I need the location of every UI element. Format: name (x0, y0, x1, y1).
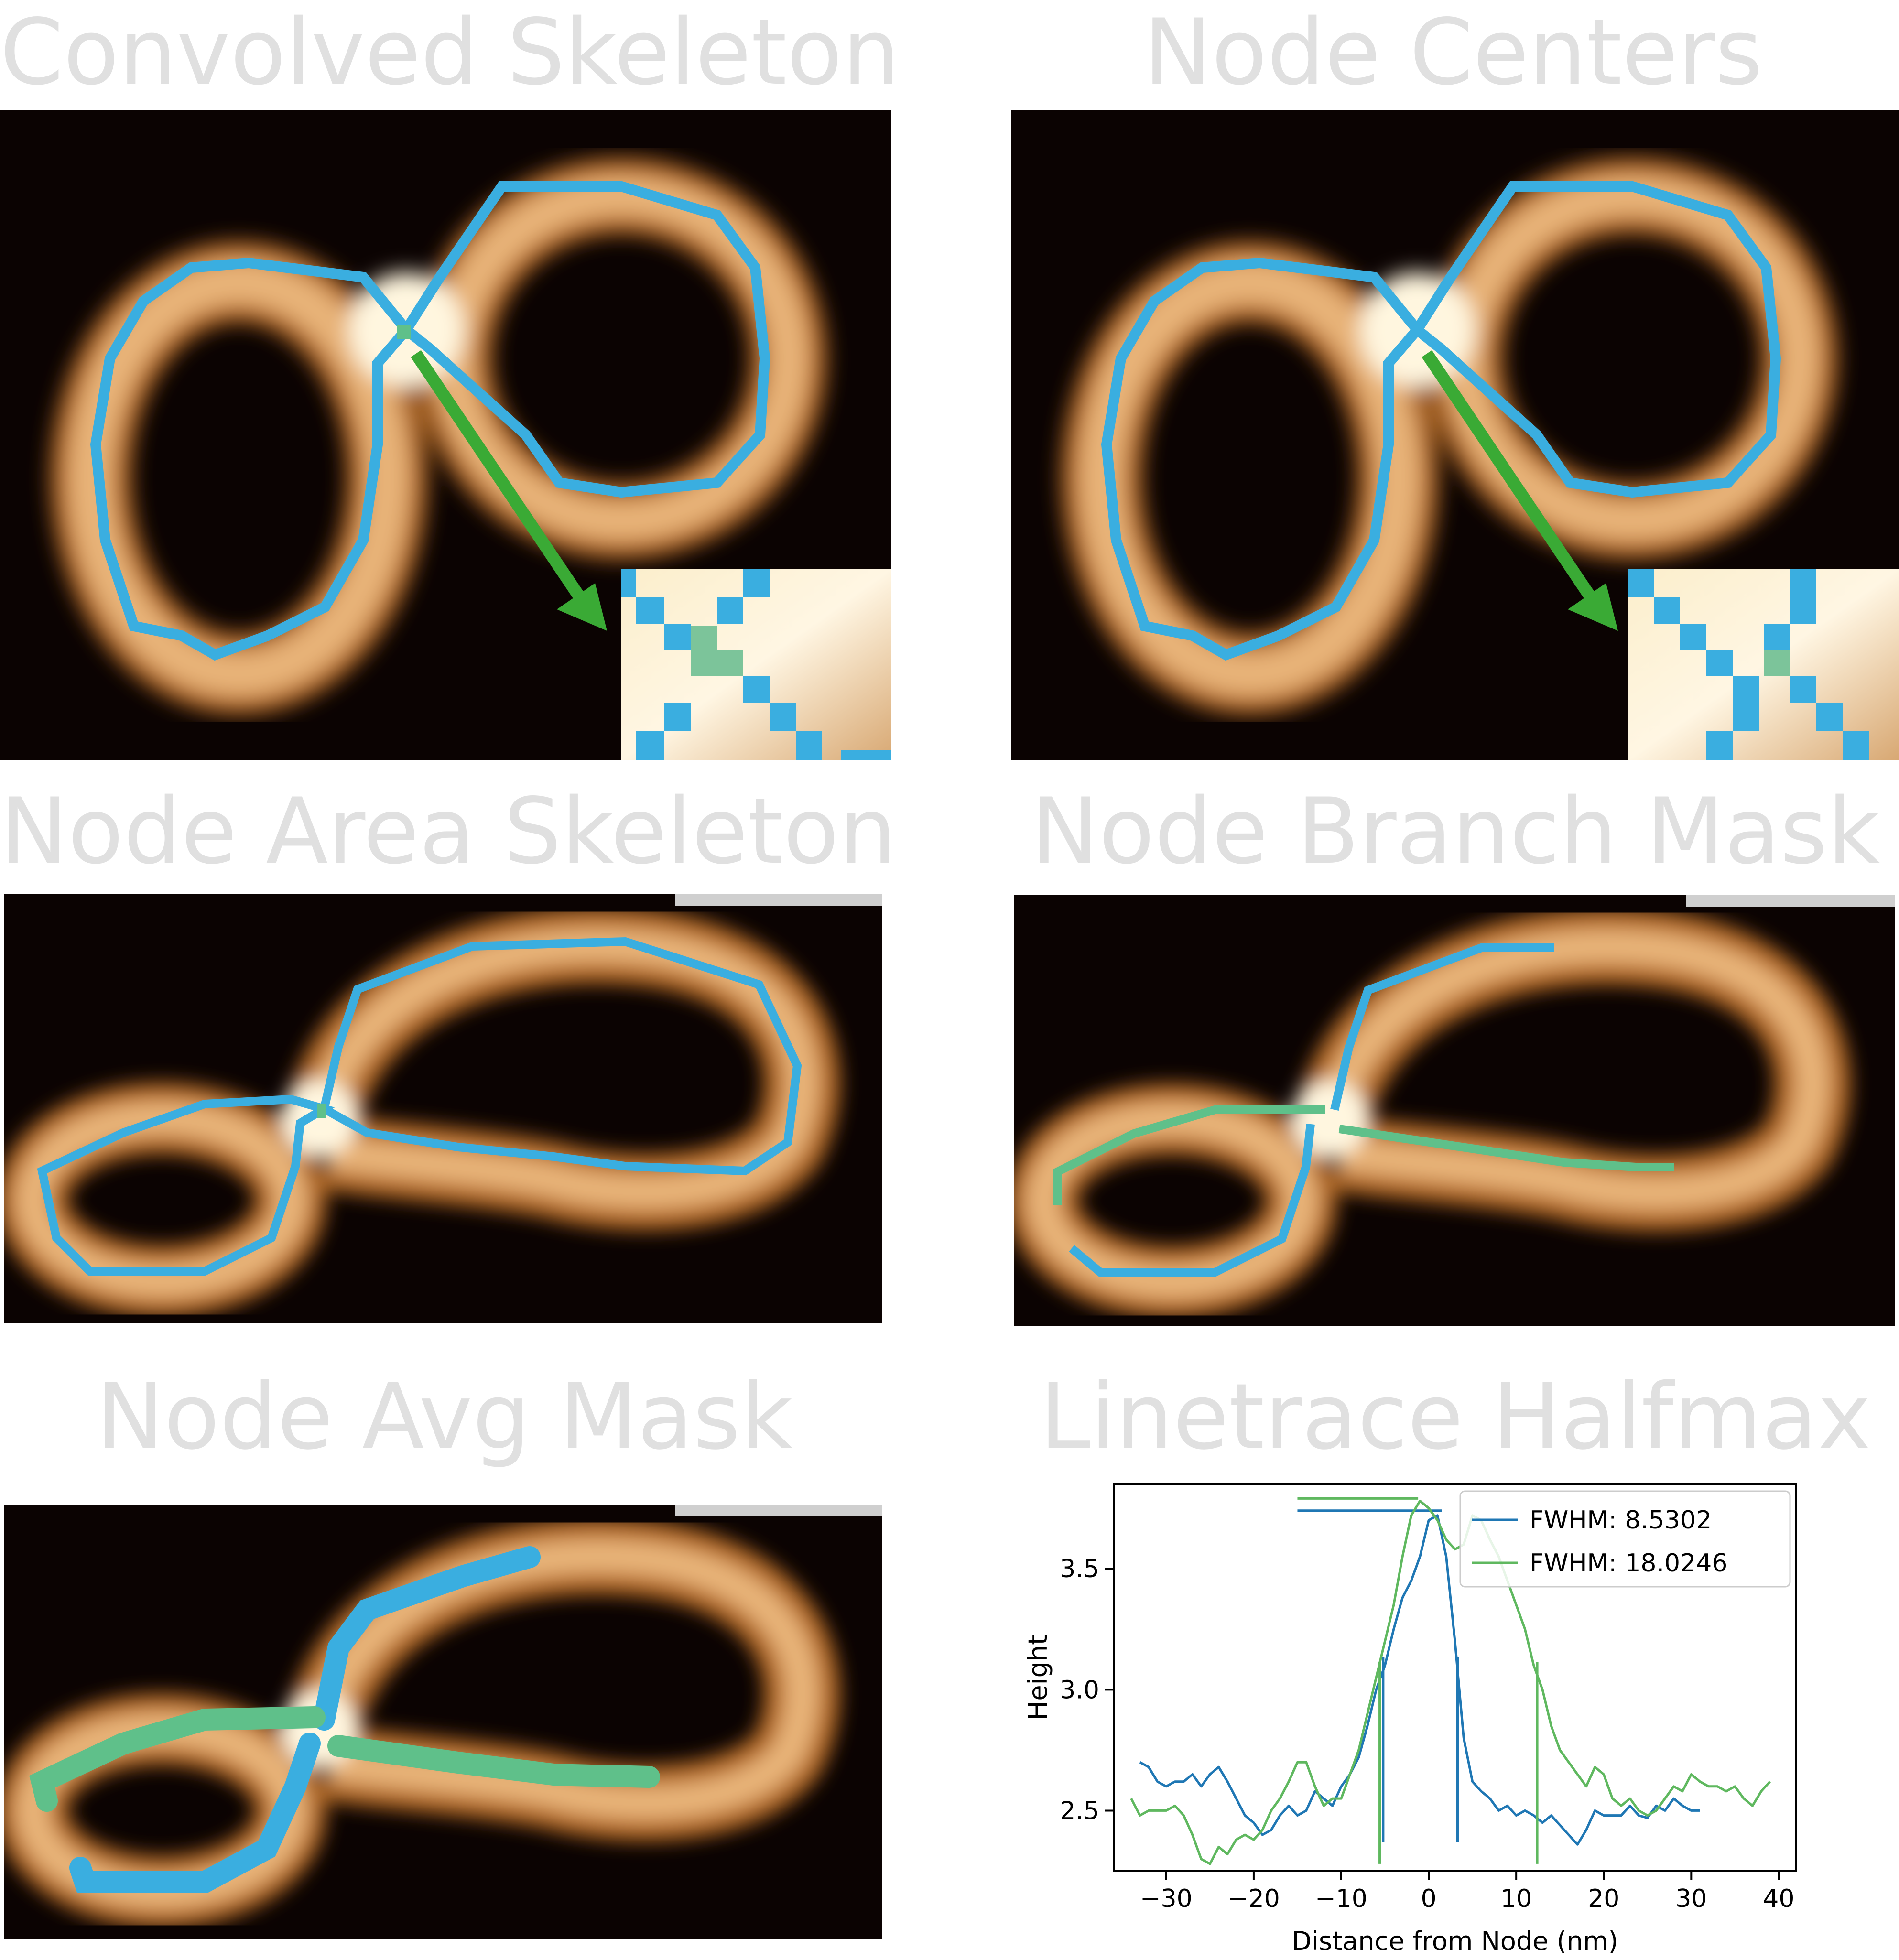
series-line-2 (1130, 1499, 1771, 1865)
skeleton-trace-2 (1101, 181, 1781, 661)
y-tick-label: 3.5 (1060, 1555, 1099, 1583)
afm-image-centers (1011, 110, 1899, 760)
legend-box (1459, 1490, 1791, 1588)
title-convolved-skeleton: Convolved Skeleton (0, 0, 900, 105)
linetrace-chart: −30 −20 −10 0 10 20 30 40 2.5 3.0 3.5 FWHM: 8.5302… (1023, 1483, 1797, 1956)
panel-node-avg-mask (4, 1505, 882, 1939)
y-axis-label: Height (1023, 1635, 1053, 1721)
branch-mask-4 (1053, 1105, 1674, 1205)
x-tick-label: −30 (1140, 1884, 1193, 1913)
x-tick-label: 40 (1763, 1884, 1794, 1913)
panel-node-centers (1011, 110, 1899, 760)
series-line-1 (1139, 1514, 1700, 1846)
avg-mask-green (29, 1706, 660, 1812)
title-node-avg-mask: Node Avg Mask (96, 1364, 793, 1470)
skeleton-trace-4 (1069, 943, 1554, 1277)
legend-label-2: FWHM: 18.0246 (1530, 1549, 1727, 1578)
x-axis-label: Distance from Node (nm) (1291, 1926, 1618, 1956)
skeleton-trace (90, 181, 770, 661)
y-tick-label: 3.0 (1060, 1676, 1099, 1704)
panel-node-branch-mask (1014, 895, 1895, 1326)
afm-image-avg (4, 1505, 882, 1939)
panel-node-area-skeleton (4, 894, 882, 1323)
panel-convolved-skeleton (0, 110, 891, 760)
ring-structures (50, 158, 827, 715)
title-linetrace-halfmax: Linetrace Halfmax (1040, 1364, 1871, 1470)
x-tick-label: −10 (1315, 1884, 1367, 1913)
x-tick-label: 20 (1588, 1884, 1619, 1913)
zoom-arrow (411, 350, 607, 631)
legend: FWHM: 8.5302 FWHM: 18.0246 (1459, 1490, 1791, 1588)
x-tick-label: 30 (1675, 1884, 1707, 1913)
skeleton-trace-3 (37, 937, 802, 1276)
title-node-area-skeleton: Node Area Skeleton (0, 779, 897, 884)
x-tick-label: 10 (1500, 1884, 1532, 1913)
afm-image-area (4, 894, 882, 1323)
title-node-branch-mask: Node Branch Mask (1031, 779, 1880, 884)
zoom-inset (621, 569, 891, 760)
avg-mask-blue (69, 1546, 541, 1893)
title-node-centers: Node Centers (1143, 0, 1763, 105)
series-lines (1130, 1497, 1771, 1865)
node-marker-3 (317, 1104, 326, 1118)
panel-linetrace-halfmax: −30 −20 −10 0 10 20 30 40 2.5 3.0 3.5 FWHM: 8.5302… (1009, 1472, 1899, 1960)
afm-image-convolved (0, 110, 891, 760)
y-tick-label: 2.5 (1060, 1797, 1099, 1825)
x-tick-label: −20 (1227, 1884, 1280, 1913)
afm-image-branch (1014, 895, 1895, 1326)
node-marker (397, 325, 411, 339)
zoom-arrow-2 (1422, 350, 1618, 631)
legend-label-1: FWHM: 8.5302 (1530, 1506, 1712, 1535)
zoom-inset-2 (1628, 569, 1899, 760)
x-tick-label: 0 (1421, 1884, 1437, 1913)
axes: −30 −20 −10 0 10 20 30 40 2.5 3.0 3.5 (1060, 1555, 1794, 1913)
